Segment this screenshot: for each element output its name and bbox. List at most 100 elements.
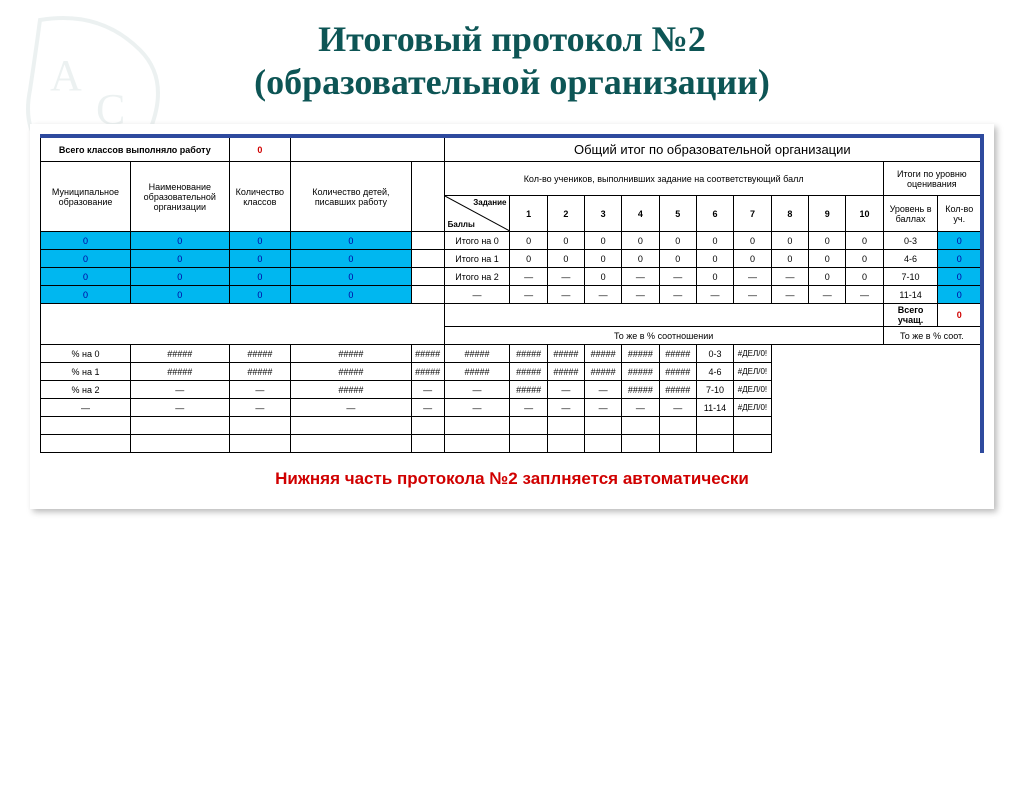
cell: 0 [291, 268, 412, 286]
cell: ##### [229, 345, 290, 363]
task-hdr-7: 7 [734, 196, 772, 232]
cell [411, 286, 444, 304]
cnt-cell: 0 [938, 286, 982, 304]
cell: 0 [659, 232, 696, 250]
classes-total-label: Всего классов выполняло работу [41, 136, 230, 162]
cell: ##### [659, 363, 696, 381]
cell: 0 [229, 232, 290, 250]
cell: — [585, 286, 622, 304]
cell: 0 [585, 250, 622, 268]
cell: — [771, 286, 808, 304]
itog-label: — [444, 286, 510, 304]
pct-row-0: % на 0##################################… [41, 345, 983, 363]
cell [411, 268, 444, 286]
cell: 0 [229, 268, 290, 286]
blue-row-0: 0000Итого на 000000000000-30 [41, 232, 983, 250]
cell: 0 [41, 286, 131, 304]
cell: ##### [585, 345, 622, 363]
itog-label: Итого на 1 [444, 250, 510, 268]
header-row-top: Всего классов выполняло работу 0 Общий и… [41, 136, 983, 162]
cell: 0 [696, 232, 733, 250]
cell: — [771, 268, 808, 286]
task-hdr-3: 3 [585, 196, 622, 232]
total-students-label: Всего учащ. [883, 304, 938, 327]
col-org: Наименование образовательной организации [130, 162, 229, 232]
cell: ##### [291, 345, 412, 363]
lvl-cell: 0-3 [883, 232, 938, 250]
pct-row-2: % на 2——#####——#####——##########7-10#ДЕЛ… [41, 381, 983, 399]
pct-label: % на 1 [41, 363, 131, 381]
cell: ##### [622, 381, 659, 399]
cell: — [229, 399, 290, 417]
pct-row-1: % на 1##################################… [41, 363, 983, 381]
cell: 0 [41, 268, 131, 286]
cell: — [622, 399, 659, 417]
col-count: Кол-во уч. [938, 196, 982, 232]
cell: ##### [547, 363, 584, 381]
percent-title: То же в % соотношении [444, 327, 883, 345]
classes-total-value: 0 [229, 136, 290, 162]
cell: — [547, 381, 584, 399]
cell: ##### [659, 345, 696, 363]
cell: — [734, 286, 772, 304]
cell: — [622, 286, 659, 304]
cell: ##### [411, 345, 444, 363]
cell: — [510, 399, 547, 417]
cell: 0 [696, 250, 733, 268]
cell: ##### [291, 363, 412, 381]
cell: — [130, 381, 229, 399]
cell: — [846, 286, 883, 304]
blue-row-1: 0000Итого на 100000000004-60 [41, 250, 983, 268]
lvl-cell: 7-10 [883, 268, 938, 286]
blue-row-3: 0000———————————11-140 [41, 286, 983, 304]
cell: ##### [659, 381, 696, 399]
cell: 0 [291, 232, 412, 250]
cell: 0 [547, 250, 584, 268]
cell: 0 [229, 250, 290, 268]
percent-right-title: То же в % соот. [883, 327, 982, 345]
col-level: Уровень в баллах [883, 196, 938, 232]
cell: — [547, 399, 584, 417]
cell: 0 [291, 250, 412, 268]
cell: 0 [291, 286, 412, 304]
cell: 0 [771, 250, 808, 268]
lvl-cell: 11-14 [696, 399, 733, 417]
cell: ##### [291, 381, 412, 399]
cnt-cell: 0 [938, 268, 982, 286]
footer-note: Нижняя часть протокола №2 заплняется авт… [40, 469, 984, 489]
cell: ##### [444, 363, 510, 381]
cell: — [734, 268, 772, 286]
cell: ##### [547, 345, 584, 363]
cell: ##### [411, 363, 444, 381]
cell: 0 [585, 232, 622, 250]
cell: 0 [809, 268, 846, 286]
cell: — [411, 381, 444, 399]
cell [411, 232, 444, 250]
cell: 0 [130, 286, 229, 304]
protocol-container: Всего классов выполняло работу 0 Общий и… [30, 124, 994, 509]
cell: ##### [444, 345, 510, 363]
cnt-cell: #ДЕЛ/0! [734, 399, 772, 417]
cell: 0 [130, 268, 229, 286]
cell: — [547, 268, 584, 286]
lvl-cell: 4-6 [696, 363, 733, 381]
blue-row-2: 0000Итого на 2——0——0——007-100 [41, 268, 983, 286]
protocol-table: Всего классов выполняло работу 0 Общий и… [40, 134, 984, 453]
cell: ##### [585, 363, 622, 381]
cell: 0 [622, 232, 659, 250]
lvl-cell: 11-14 [883, 286, 938, 304]
cell: — [547, 286, 584, 304]
cell: 0 [510, 250, 547, 268]
cell: 0 [809, 250, 846, 268]
pct-label: % на 2 [41, 381, 131, 399]
cell: 0 [622, 250, 659, 268]
cell: — [444, 399, 510, 417]
lvl-cell: 0-3 [696, 345, 733, 363]
cell: 0 [41, 232, 131, 250]
page-title: Итоговый протокол №2 (образовательной ор… [0, 18, 1024, 104]
task-hdr-6: 6 [696, 196, 733, 232]
cell: 0 [846, 232, 883, 250]
cell: 0 [846, 268, 883, 286]
cell: 0 [696, 268, 733, 286]
task-hdr-2: 2 [547, 196, 584, 232]
